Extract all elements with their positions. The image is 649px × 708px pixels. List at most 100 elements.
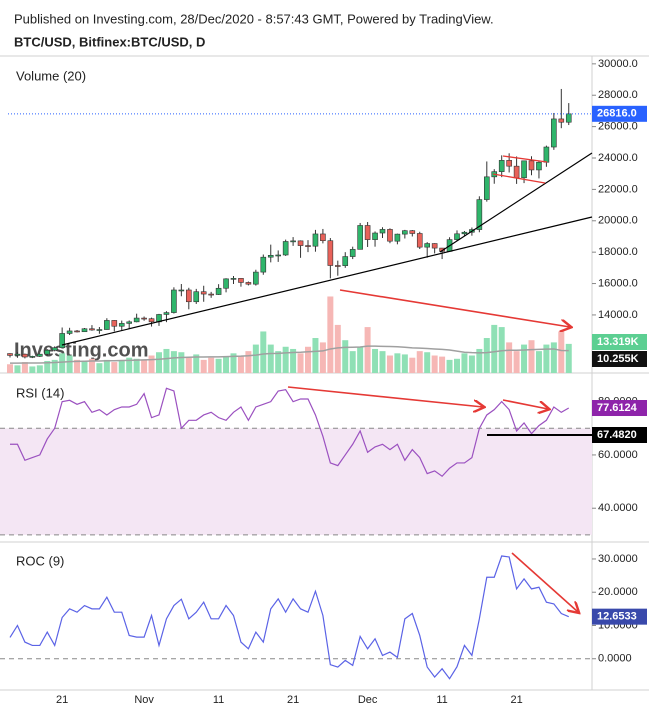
candle-body — [312, 233, 319, 247]
volume-bar — [237, 355, 244, 373]
volume-bar — [81, 360, 88, 373]
volume-bar — [521, 344, 528, 373]
candle-body — [431, 243, 438, 249]
volume-bar — [468, 355, 475, 373]
volume-bar — [260, 331, 267, 373]
candle-body — [111, 320, 118, 327]
y-tick-label: 16000.0 — [598, 277, 638, 289]
candle-body — [476, 199, 483, 230]
candle-body — [260, 256, 267, 273]
volume-bar — [416, 351, 423, 373]
annotations — [61, 152, 593, 612]
annotation-line — [339, 289, 570, 327]
level-label-box — [592, 426, 647, 443]
volume-bar — [334, 324, 341, 373]
candle-body — [44, 349, 51, 355]
volume-bar — [528, 340, 535, 373]
candle-body — [305, 245, 311, 247]
level-label: 67.4820 — [597, 429, 637, 441]
y-tick-label: 40.0000 — [598, 502, 638, 514]
candle-body — [59, 333, 65, 349]
volume-bar — [506, 342, 513, 373]
candle-body — [178, 289, 185, 292]
volume-bar — [193, 354, 200, 373]
volume-bar — [59, 353, 66, 373]
volume-bar — [297, 353, 304, 373]
volume-bar — [126, 357, 133, 373]
candle-body — [171, 289, 177, 313]
volume-bar — [409, 357, 416, 373]
volume-bar — [424, 352, 431, 373]
last-price-label-box — [592, 105, 647, 122]
candle-body — [521, 160, 527, 179]
volume-bar — [223, 356, 230, 373]
candle-body — [208, 293, 214, 296]
volume-bar — [342, 340, 349, 373]
candle-body — [186, 289, 192, 303]
volume-bar — [535, 351, 542, 373]
volume-bar — [394, 353, 401, 373]
volume-bar — [312, 338, 319, 373]
volume-bar — [290, 348, 297, 373]
volume-bar — [386, 355, 393, 373]
annotation-line — [502, 155, 548, 163]
volume-bar — [170, 351, 177, 373]
volume-bar — [431, 355, 438, 373]
candle-body — [141, 317, 147, 320]
volume-bar — [558, 331, 565, 373]
volume-bar — [141, 359, 148, 373]
volume-bar — [305, 346, 311, 373]
candle-body — [416, 233, 423, 248]
candle-body — [364, 225, 371, 240]
candle-body — [74, 330, 80, 333]
candle-body — [14, 353, 21, 356]
candle-body — [379, 229, 386, 234]
candle-body — [513, 165, 520, 179]
candle-body — [290, 240, 296, 243]
x-tick-label: 11 — [213, 694, 224, 706]
volume-bar — [14, 365, 21, 373]
candle-body — [342, 256, 349, 266]
volume-bar — [357, 346, 364, 373]
watermark: Investing.com — [14, 339, 148, 361]
volume-bar — [118, 360, 125, 373]
volume-bar — [491, 324, 498, 373]
y-tick-label: 28000.0 — [598, 89, 638, 101]
volume-bar — [461, 353, 468, 373]
volume-bar — [74, 359, 81, 373]
candle-body — [528, 160, 535, 171]
candle-body — [223, 278, 229, 289]
y-tick-label: 22000.0 — [598, 183, 638, 195]
candle-body — [297, 240, 304, 246]
candle-body — [394, 233, 401, 242]
volume-bar — [148, 355, 155, 373]
volume-bar — [372, 348, 379, 373]
candle-body — [327, 240, 334, 266]
volume-bar — [7, 364, 13, 373]
volume-bar — [36, 365, 43, 373]
last-value-label-box — [592, 608, 647, 625]
volume-bar — [133, 358, 140, 373]
volume-bar — [66, 355, 73, 373]
last-price-label: 26816.0 — [597, 108, 637, 120]
candle-body — [387, 229, 393, 242]
candle-body — [118, 323, 125, 327]
candle-body — [230, 278, 237, 280]
candle-body — [238, 278, 244, 283]
candle-body — [320, 233, 326, 242]
annotation-line — [511, 552, 578, 612]
candle-body — [96, 329, 103, 331]
y-tick-label: 18000.0 — [598, 246, 638, 258]
volume-bar — [401, 354, 408, 373]
last-value-label-box — [592, 400, 647, 417]
volume-bar — [163, 348, 170, 373]
candle-body — [36, 353, 43, 357]
candle-body — [536, 161, 542, 171]
candle-body — [51, 347, 58, 351]
candle-body — [267, 255, 274, 258]
published-line: Published on Investing.com, 28/Dec/2020 … — [14, 11, 494, 26]
candle-body — [282, 241, 289, 256]
y-tick-label: 20.0000 — [598, 586, 638, 598]
volume-bar — [446, 359, 453, 373]
annotation-line — [287, 386, 483, 407]
